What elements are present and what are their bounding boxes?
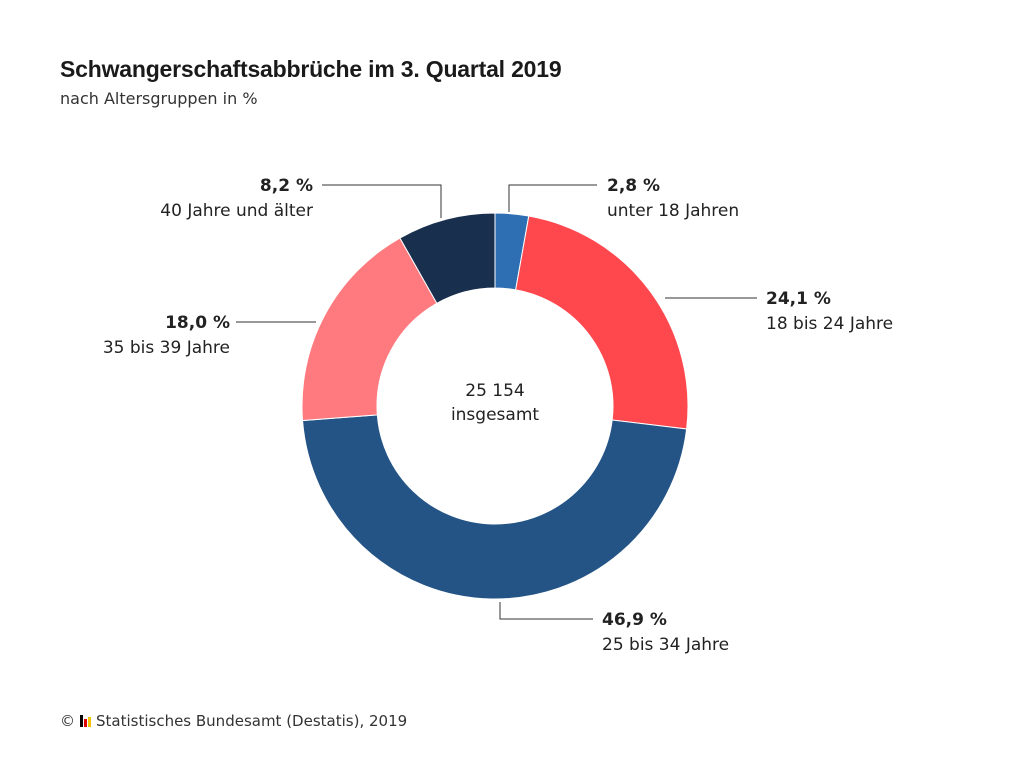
- slice-value-label-0: 2,8 %: [607, 176, 660, 196]
- chart-title: Schwangerschaftsabbrüche im 3. Quartal 2…: [60, 56, 562, 82]
- donut-slice-1: [515, 215, 689, 430]
- slice-category-label-4: 40 Jahre und älter: [160, 201, 313, 221]
- center-total-value: 25 154: [465, 381, 524, 401]
- source-text: Statistisches Bundesamt (Destatis), 2019: [96, 712, 408, 730]
- callout-line-4: [322, 184, 442, 218]
- copyright-symbol: ©: [60, 712, 75, 730]
- center-total-label: insgesamt: [451, 405, 539, 425]
- slice-category-label-0: unter 18 Jahren: [607, 201, 739, 221]
- donut-slices: [301, 212, 689, 600]
- donut-slice-2: [302, 414, 688, 600]
- slice-value-label-1: 24,1 %: [766, 289, 831, 309]
- chart-subtitle: nach Altersgruppen in %: [60, 89, 258, 108]
- slice-value-label-3: 18,0 %: [165, 313, 230, 333]
- slice-value-label-2: 46,9 %: [602, 610, 667, 630]
- slice-category-label-3: 35 bis 39 Jahre: [103, 338, 230, 358]
- slice-value-label-4: 8,2 %: [260, 176, 313, 196]
- destatis-logo-icon: [80, 715, 91, 727]
- callout-line-0: [508, 184, 597, 212]
- donut-slice-4: [399, 212, 496, 304]
- slice-category-label-2: 25 bis 34 Jahre: [602, 635, 729, 655]
- slice-category-label-1: 18 bis 24 Jahre: [766, 314, 893, 334]
- callout-line-2: [499, 602, 593, 620]
- slice-callouts: 2,8 % unter 18 Jahren 24,1 % 18 bis 24 Jahr…: [103, 176, 893, 655]
- source-footer: © Statistisches Bundesamt (Destatis), 20…: [60, 712, 407, 730]
